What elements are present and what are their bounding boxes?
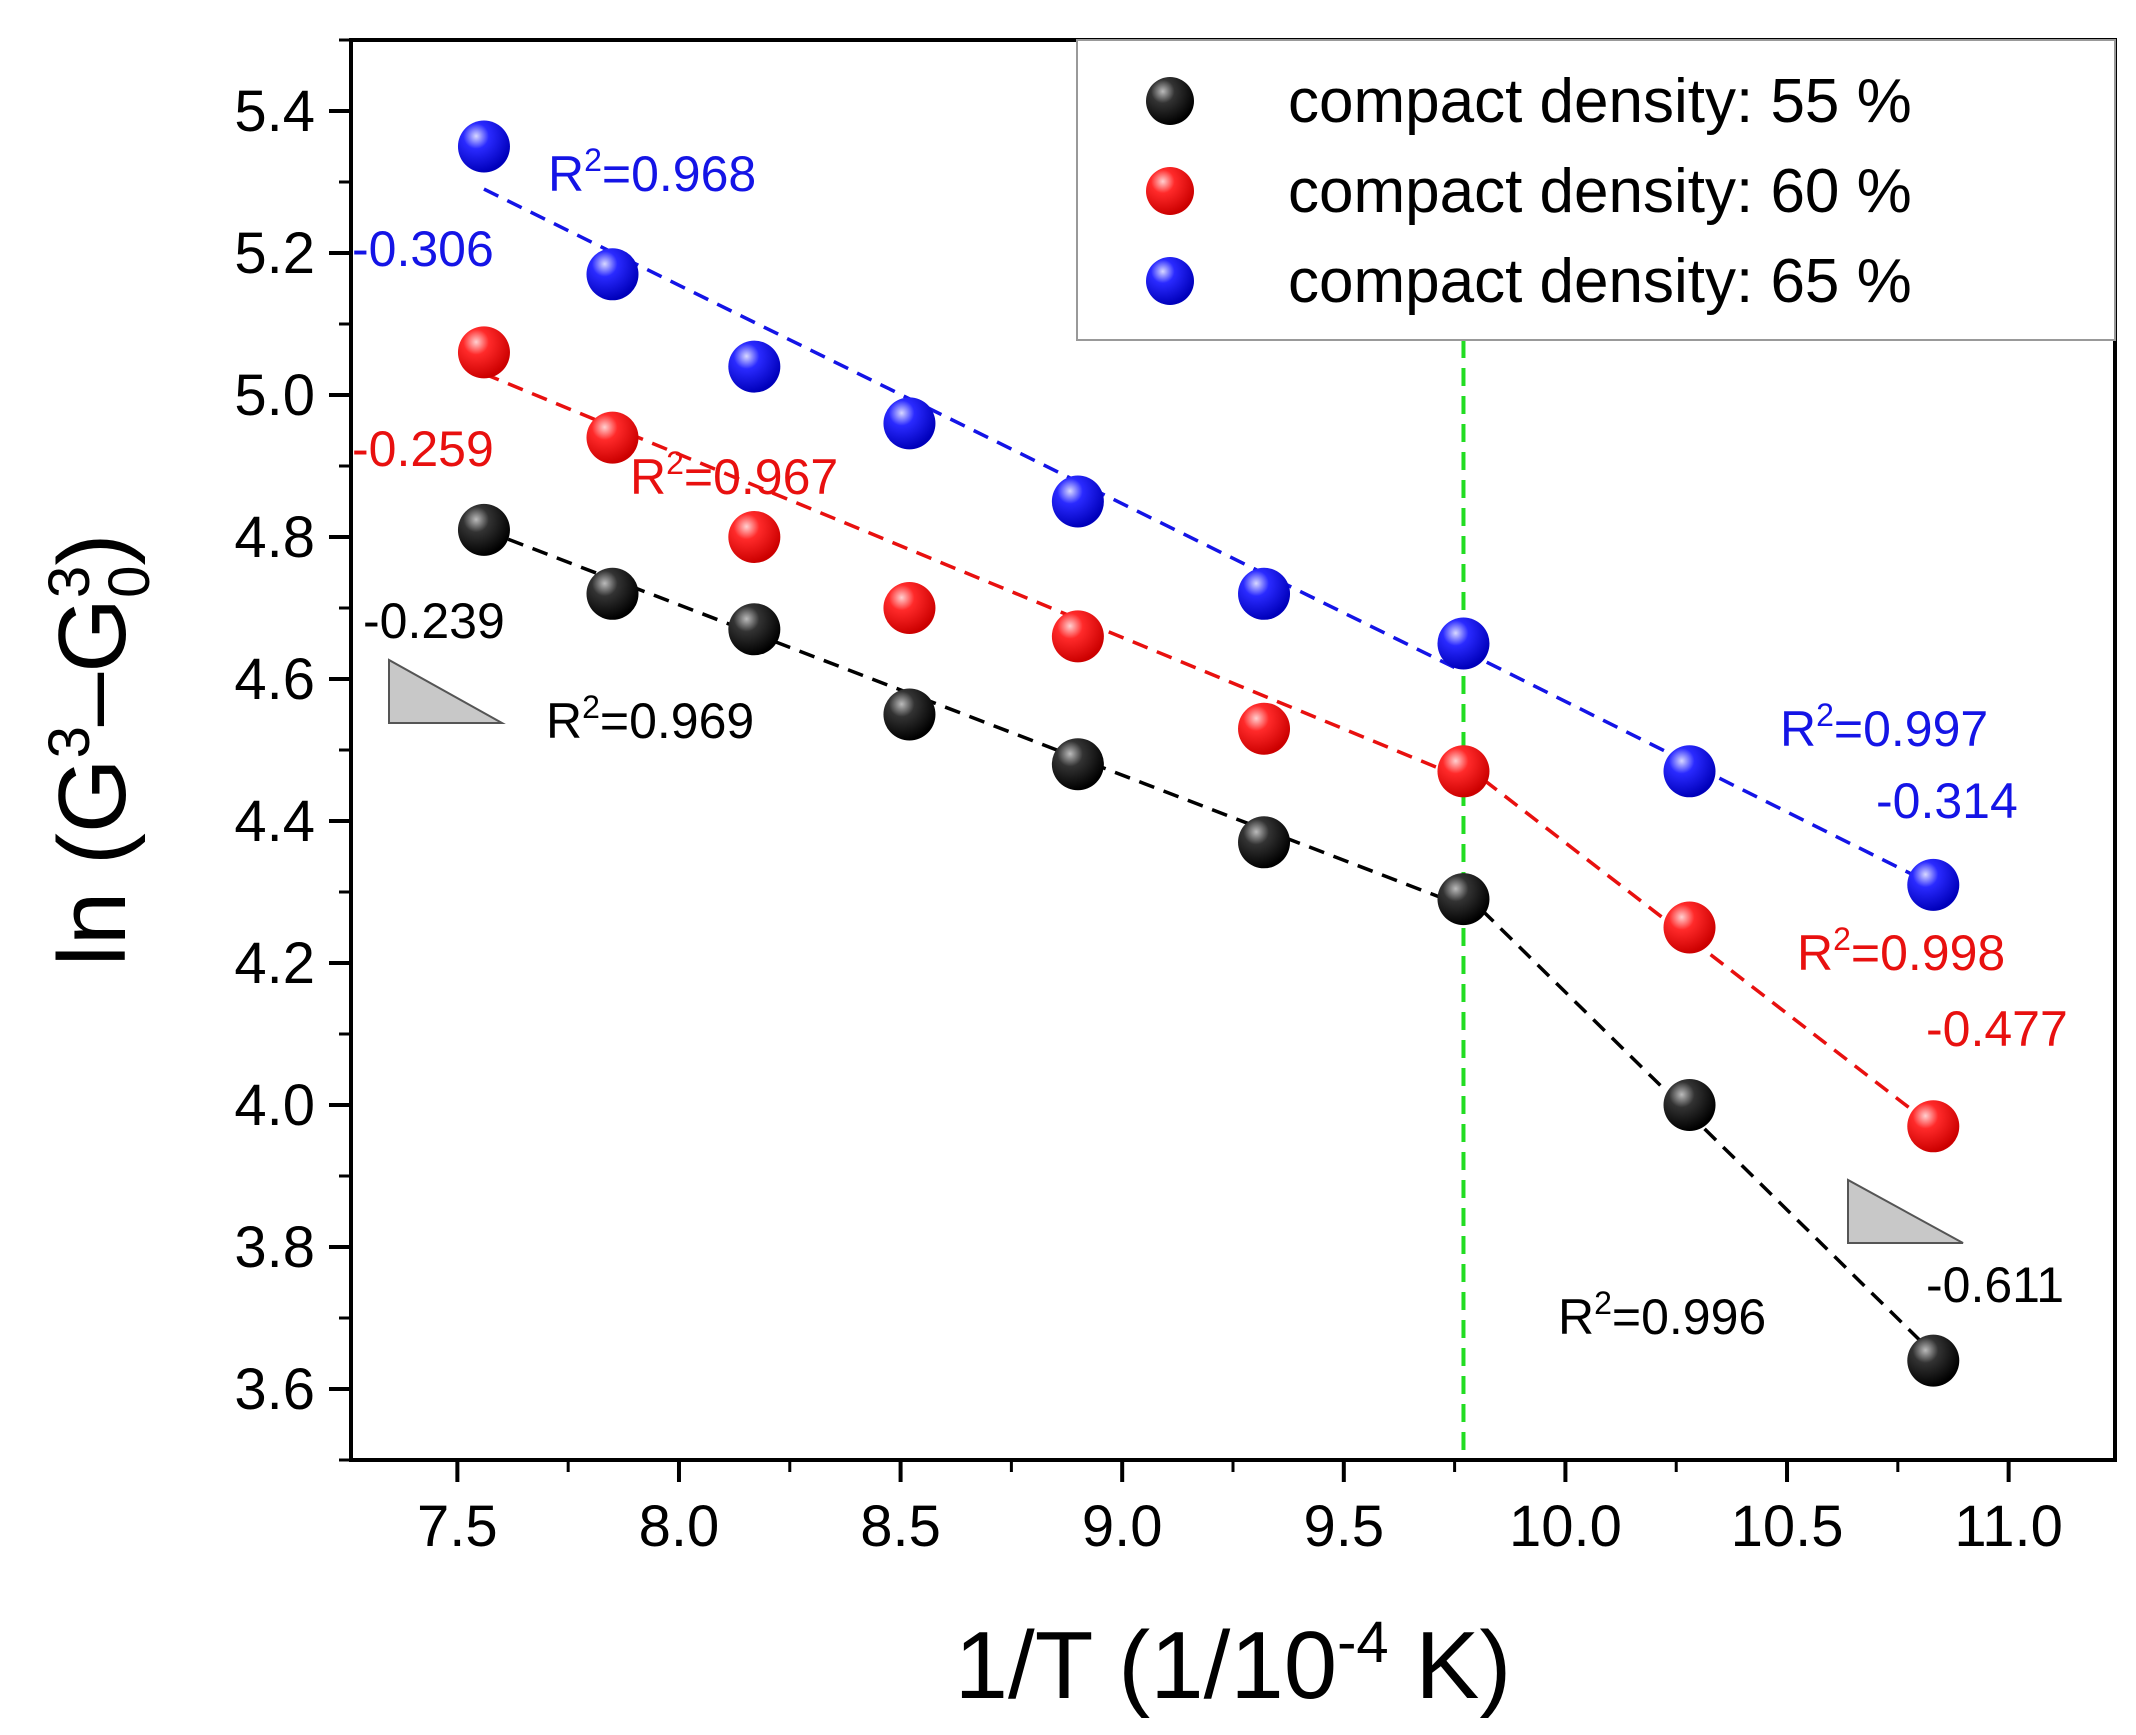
annotation-blue-r2-right: R2=0.997 — [1780, 697, 1988, 757]
legend-marker-55 — [1146, 77, 1194, 125]
data-point-0-0 — [458, 504, 510, 556]
y-axis: 3.6 3.8 4.0 4.2 4.4 4.6 4.8 5.0 5.2 5.4 — [234, 40, 351, 1460]
y-tick-label: 4.2 — [234, 931, 315, 996]
x-tick-label: 8.0 — [639, 1494, 720, 1559]
data-point-1-7 — [1664, 902, 1716, 954]
data-point-2-4 — [1052, 476, 1104, 528]
data-point-0-8 — [1907, 1335, 1959, 1387]
legend-marker-65 — [1146, 257, 1194, 305]
x-tick-label: 10.5 — [1731, 1494, 1844, 1559]
legend-label-55: compact density: 55 % — [1288, 67, 1912, 136]
data-point-2-8 — [1907, 859, 1959, 911]
y-tick-label: 3.6 — [234, 1357, 315, 1422]
x-tick-label: 9.0 — [1082, 1494, 1163, 1559]
x-tick-label: 8.5 — [860, 1494, 941, 1559]
slope-triangle-right — [1848, 1180, 1963, 1243]
y-tick-label: 4.6 — [234, 647, 315, 712]
data-point-2-0 — [458, 121, 510, 173]
legend: compact density: 55 % compact density: 6… — [1077, 40, 2115, 340]
annotation-red-slope-left: -0.259 — [352, 421, 494, 477]
data-point-0-7 — [1664, 1079, 1716, 1131]
data-point-2-2 — [728, 341, 780, 393]
y-tick-label: 4.0 — [234, 1073, 315, 1138]
data-point-1-2 — [728, 511, 780, 563]
annotation-red-slope-right: -0.477 — [1926, 1001, 2068, 1057]
data-point-1-8 — [1907, 1100, 1959, 1152]
y-tick-label: 4.8 — [234, 505, 315, 570]
data-point-2-6 — [1437, 618, 1489, 670]
data-point-2-1 — [586, 248, 638, 300]
x-tick-label: 10.0 — [1509, 1494, 1622, 1559]
x-tick-label: 11.0 — [1954, 1494, 2063, 1559]
annotation-black-slope-right: -0.611 — [1926, 1257, 2064, 1313]
annotation-black-slope-left: -0.239 — [363, 593, 505, 649]
x-tick-label: 7.5 — [417, 1494, 498, 1559]
data-point-0-3 — [883, 689, 935, 741]
y-tick-label: 5.2 — [234, 221, 315, 286]
legend-label-65: compact density: 65 % — [1288, 247, 1912, 316]
data-point-0-5 — [1238, 816, 1290, 868]
annotation-red-r2-right: R2=0.998 — [1797, 921, 2005, 981]
annotation-black-r2-left: R2=0.969 — [546, 689, 754, 749]
data-point-2-7 — [1664, 745, 1716, 797]
data-point-2-5 — [1238, 568, 1290, 620]
x-axis: 7.5 8.0 8.5 9.0 9.5 10.0 10.5 11.0 — [417, 1460, 2063, 1559]
data-point-0-4 — [1052, 738, 1104, 790]
data-point-1-0 — [458, 326, 510, 378]
annotation-blue-slope-left: -0.306 — [352, 221, 494, 277]
data-point-0-1 — [586, 568, 638, 620]
data-point-0-6 — [1437, 873, 1489, 925]
data-point-2-3 — [883, 397, 935, 449]
data-point-1-4 — [1052, 610, 1104, 662]
y-tick-label: 5.0 — [234, 363, 315, 428]
data-point-1-3 — [883, 582, 935, 634]
chart-figure: 7.5 8.0 8.5 9.0 9.5 10.0 10.5 11.0 3.6 3.8 4.0 4.2… — [0, 0, 2136, 1735]
data-point-1-5 — [1238, 703, 1290, 755]
y-tick-label: 5.4 — [234, 79, 315, 144]
annotation-blue-r2-left: R2=0.968 — [548, 142, 756, 202]
y-tick-label: 4.4 — [234, 789, 315, 854]
fit-lines — [484, 189, 1933, 1353]
data-point-1-6 — [1437, 745, 1489, 797]
x-tick-label: 9.5 — [1303, 1494, 1384, 1559]
slope-triangle-left — [389, 660, 502, 723]
y-tick-label: 3.8 — [234, 1215, 315, 1280]
legend-label-60: compact density: 60 % — [1288, 157, 1912, 226]
annotation-black-r2-right: R2=0.996 — [1558, 1285, 1766, 1345]
data-point-0-2 — [728, 603, 780, 655]
x-axis-title: 1/T (1/10-4 K) — [955, 1610, 1512, 1719]
annotation-blue-slope-right: -0.314 — [1876, 773, 2018, 829]
y-axis-title: ln (G3–G30) — [37, 534, 162, 967]
legend-marker-60 — [1146, 167, 1194, 215]
annotation-red-r2-left: R2=0.967 — [630, 445, 838, 505]
